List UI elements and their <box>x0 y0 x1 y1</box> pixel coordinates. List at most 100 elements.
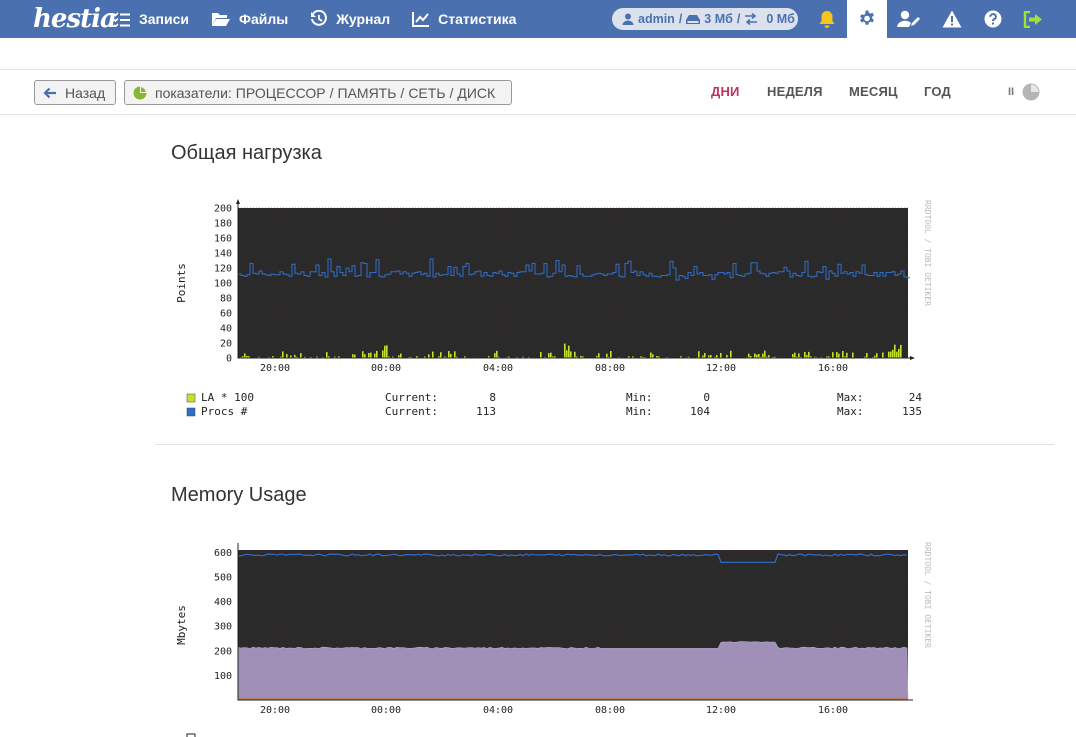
nav-item-label: Статистика <box>438 11 517 27</box>
series-la-bar <box>748 353 750 358</box>
series-la-bar <box>548 353 550 358</box>
metric-network[interactable]: СЕТЬ <box>408 84 446 101</box>
metric-cpu[interactable]: ПРОЦЕССОР <box>235 84 326 101</box>
user-edit-button[interactable] <box>889 0 929 38</box>
legend-min-label: Min: <box>626 391 653 404</box>
metrics-selector[interactable]: показатели: ПРОЦЕССОР / ПАМЯТЬ / СЕТЬ / … <box>124 80 512 105</box>
pause-refresh-button[interactable]: II <box>1008 83 1040 101</box>
series-la-bar <box>374 353 376 358</box>
series-la-bar <box>750 356 752 358</box>
series-la-bar <box>280 356 282 358</box>
series-la-bar <box>798 353 800 358</box>
x-tick-label: 12:00 <box>706 363 736 374</box>
x-tick-label: 20:00 <box>260 363 290 374</box>
series-la-bar <box>568 345 570 358</box>
series-la-bar <box>640 356 642 358</box>
series-la-bar <box>432 351 434 358</box>
legend-name-la: LA * 100 <box>201 391 254 404</box>
series-la-bar <box>580 355 582 358</box>
series-la-bar <box>764 350 766 358</box>
series-la-bar <box>890 351 892 358</box>
series-la-bar <box>444 356 446 358</box>
series-la-bar <box>352 354 354 358</box>
y-tick-label: 60 <box>220 309 232 320</box>
series-la-bar <box>248 356 250 358</box>
series-la-bar <box>598 353 600 358</box>
y-tick-label: 120 <box>214 264 232 275</box>
series-la-bar <box>894 344 896 358</box>
list-check-icon <box>113 12 130 27</box>
legend-current-label: Current: <box>385 391 438 404</box>
nav-item-label: Журнал <box>336 11 391 27</box>
series-la-bar <box>494 353 496 358</box>
y-tick-label: 180 <box>214 219 232 230</box>
legend-min-label: Min: <box>626 405 653 418</box>
period-year[interactable]: ГОД <box>924 84 951 99</box>
sign-out-icon <box>1023 10 1042 28</box>
series-la-bar <box>540 352 542 358</box>
y-tick-label: 200 <box>214 204 232 215</box>
series-la-bar <box>564 343 566 358</box>
back-button-label: Назад <box>65 84 106 101</box>
series-la-bar <box>388 356 390 358</box>
user-edit-icon <box>897 10 920 27</box>
bell-icon <box>819 10 835 28</box>
series-la-bar <box>754 353 756 358</box>
series-procs-line <box>238 258 910 281</box>
series-la-bar <box>606 353 608 358</box>
user-quota-pill[interactable]: admin / 3 Мб / 0 Мб <box>612 8 798 30</box>
plot-background <box>238 208 908 358</box>
series-la-bar <box>892 349 894 358</box>
nav-item-label: Записи <box>139 11 190 27</box>
metric-disk[interactable]: ДИСК <box>457 84 496 101</box>
help-button[interactable] <box>973 0 1013 38</box>
main-nav: Записи Файлы Журнал Статистика <box>113 0 538 38</box>
y-tick-label: 40 <box>220 324 232 335</box>
series-la-bar <box>688 356 690 358</box>
series-la-bar <box>376 350 378 358</box>
series-la-bar <box>456 356 458 358</box>
legend-procs-min: 104 <box>690 405 710 418</box>
metrics-prefix: показатели: <box>155 84 232 101</box>
nav-item-files[interactable]: Файлы <box>211 11 288 27</box>
memory-chart: 100 200 300 400 500 600 20:00 00:00 04:00 08:00 1… <box>175 542 932 737</box>
chart-line-icon <box>412 12 430 27</box>
series-la-bar <box>658 356 660 358</box>
legend-name-procs: Procs # <box>201 405 248 418</box>
metric-memory[interactable]: ПАМЯТЬ <box>337 84 397 101</box>
period-month[interactable]: МЕСЯЦ <box>849 84 898 99</box>
series-la-bar <box>882 352 884 358</box>
legend-max-label: Max: <box>837 405 864 418</box>
y-tick-label: 0 <box>226 354 232 365</box>
series-la-bar <box>628 356 630 358</box>
series-la-bar <box>898 348 900 358</box>
period-week[interactable]: НЕДЕЛЯ <box>767 84 823 99</box>
series-la-bar <box>574 351 576 358</box>
server-settings-button[interactable] <box>847 0 887 38</box>
hestia-logo[interactable]: hestia <box>33 4 117 34</box>
arrow-left-icon <box>43 87 56 98</box>
series-la-bar <box>762 353 764 358</box>
series-la-bar <box>888 351 890 358</box>
alerts-button[interactable] <box>932 0 972 38</box>
x-tick-label: 08:00 <box>595 705 625 716</box>
series-la-bar <box>836 352 838 358</box>
series-la-bar <box>582 356 584 358</box>
notifications-button[interactable] <box>807 0 847 38</box>
series-la-bar <box>828 356 830 358</box>
x-tick-label: 12:00 <box>706 705 736 716</box>
series-la-bar <box>448 351 450 358</box>
series-la-bar <box>326 352 328 358</box>
nav-item-stats[interactable]: Статистика <box>412 11 516 27</box>
logout-button[interactable] <box>1013 0 1053 38</box>
pause-label: II <box>1008 86 1015 98</box>
series-la-bar <box>874 355 876 358</box>
period-days[interactable]: ДНИ <box>711 84 740 99</box>
nav-item-log[interactable]: Журнал <box>310 10 390 28</box>
series-used-area <box>237 641 909 701</box>
series-la-bar <box>642 356 644 358</box>
nav-item-records[interactable]: Записи <box>113 11 189 27</box>
back-button[interactable]: Назад <box>34 80 116 105</box>
series-la-bar <box>842 351 844 358</box>
series-la-bar <box>362 351 364 358</box>
